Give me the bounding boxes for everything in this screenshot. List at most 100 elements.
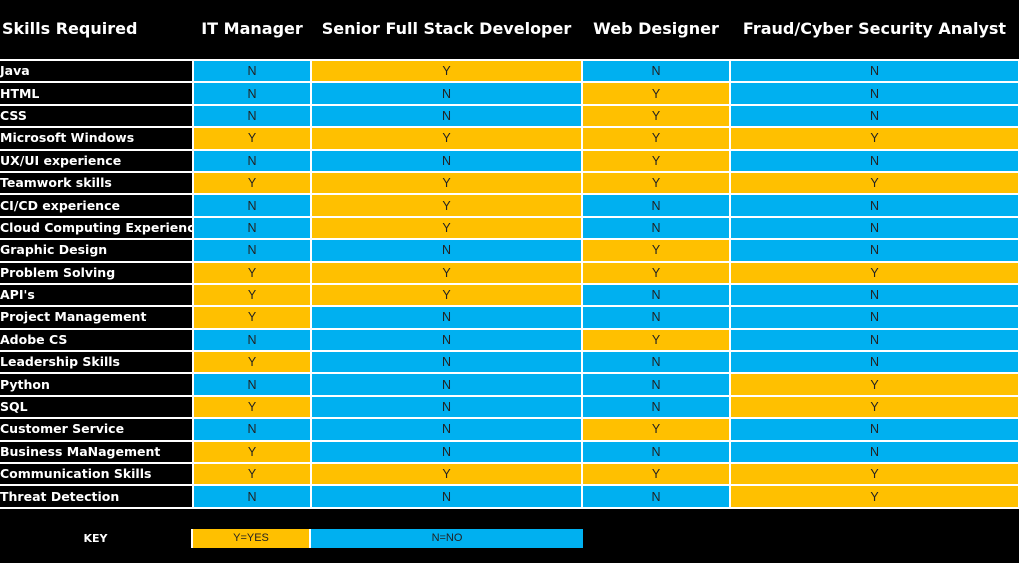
value-cell[interactable]: Y (730, 463, 1019, 487)
value-cell[interactable]: N (311, 82, 583, 106)
skill-label-cell[interactable]: Communication Skills (0, 463, 194, 487)
skill-label-cell[interactable]: CSS (0, 104, 194, 129)
value-cell[interactable]: N (582, 216, 731, 241)
value-cell[interactable]: N (582, 351, 731, 375)
skill-label-cell[interactable]: Graphic Design (0, 239, 194, 263)
value-cell[interactable]: Y (311, 463, 583, 487)
header-it-manager[interactable]: IT Manager (201, 19, 303, 38)
value-cell[interactable]: Y (730, 395, 1019, 420)
value-cell[interactable]: Y (582, 328, 731, 353)
value-cell[interactable]: Y (311, 216, 583, 241)
value-cell[interactable]: N (730, 239, 1019, 263)
value-cell[interactable]: Y (730, 171, 1019, 196)
value-cell[interactable]: Y (730, 127, 1019, 151)
value-cell[interactable]: N (730, 149, 1019, 173)
value-cell[interactable]: Y (193, 395, 312, 420)
value-cell[interactable]: N (193, 216, 312, 241)
value-cell[interactable]: Y (193, 440, 312, 465)
value-cell[interactable]: Y (582, 171, 731, 196)
skill-label-cell[interactable]: Python (0, 373, 194, 397)
value-cell[interactable]: N (730, 58, 1019, 84)
value-cell[interactable]: Y (311, 194, 583, 218)
header-senior-full-stack-developer[interactable]: Senior Full Stack Developer (321, 19, 572, 38)
value-cell[interactable]: N (730, 328, 1019, 353)
value-cell[interactable]: N (582, 440, 731, 465)
value-cell[interactable]: Y (730, 373, 1019, 397)
value-cell[interactable]: Y (193, 261, 312, 285)
value-cell[interactable]: Y (311, 58, 583, 84)
header-skills-required[interactable]: Skills Required (2, 19, 138, 38)
value-cell[interactable]: Y (730, 261, 1019, 285)
value-cell[interactable]: Y (582, 261, 731, 285)
value-cell[interactable]: N (193, 328, 312, 353)
value-cell[interactable]: Y (193, 283, 312, 308)
skill-label-cell[interactable]: Java (0, 58, 194, 84)
header-web-designer[interactable]: Web Designer (593, 19, 719, 38)
value-cell[interactable]: Y (311, 171, 583, 196)
skill-label-cell[interactable]: Customer Service (0, 418, 194, 442)
value-cell[interactable]: N (193, 104, 312, 129)
value-cell[interactable]: Y (582, 418, 731, 442)
value-cell[interactable]: N (582, 194, 731, 218)
value-cell[interactable]: N (582, 395, 731, 420)
value-cell[interactable]: N (730, 351, 1019, 375)
value-cell[interactable]: N (311, 239, 583, 263)
value-cell[interactable]: N (730, 104, 1019, 129)
value-cell[interactable]: N (311, 485, 583, 509)
value-cell[interactable]: Y (582, 463, 731, 487)
value-cell[interactable]: Y (582, 127, 731, 151)
value-cell[interactable]: N (582, 58, 731, 84)
value-cell[interactable]: N (730, 82, 1019, 106)
value-cell[interactable]: Y (193, 463, 312, 487)
value-cell[interactable]: Y (311, 283, 583, 308)
value-cell[interactable]: N (311, 418, 583, 442)
value-cell[interactable]: Y (193, 127, 312, 151)
key-no-cell[interactable]: N=NO (311, 529, 583, 548)
value-cell[interactable]: N (311, 104, 583, 129)
value-cell[interactable]: N (311, 440, 583, 465)
skill-label-cell[interactable]: Project Management (0, 306, 194, 330)
skill-label-cell[interactable]: Cloud Computing Experience (0, 216, 194, 241)
skill-label-cell[interactable]: Problem Solving (0, 261, 194, 285)
value-cell[interactable]: N (193, 58, 312, 84)
value-cell[interactable]: N (193, 485, 312, 509)
value-cell[interactable]: Y (582, 239, 731, 263)
value-cell[interactable]: N (311, 351, 583, 375)
value-cell[interactable]: N (730, 216, 1019, 241)
skill-label-cell[interactable]: Microsoft Windows (0, 127, 194, 151)
value-cell[interactable]: Y (311, 261, 583, 285)
value-cell[interactable]: Y (193, 306, 312, 330)
value-cell[interactable]: N (311, 306, 583, 330)
value-cell[interactable]: N (193, 194, 312, 218)
value-cell[interactable]: N (730, 283, 1019, 308)
value-cell[interactable]: Y (193, 351, 312, 375)
skill-label-cell[interactable]: Teamwork skills (0, 171, 194, 196)
skill-label-cell[interactable]: Adobe CS (0, 328, 194, 353)
value-cell[interactable]: N (193, 82, 312, 106)
value-cell[interactable]: N (311, 149, 583, 173)
value-cell[interactable]: N (311, 328, 583, 353)
skill-label-cell[interactable]: API's (0, 283, 194, 308)
value-cell[interactable]: N (193, 149, 312, 173)
value-cell[interactable]: N (582, 373, 731, 397)
value-cell[interactable]: Y (582, 149, 731, 173)
value-cell[interactable]: N (730, 194, 1019, 218)
value-cell[interactable]: N (193, 373, 312, 397)
value-cell[interactable]: N (730, 418, 1019, 442)
value-cell[interactable]: Y (311, 127, 583, 151)
value-cell[interactable]: N (582, 306, 731, 330)
skill-label-cell[interactable]: Leadership Skills (0, 351, 194, 375)
value-cell[interactable]: N (311, 373, 583, 397)
skill-label-cell[interactable]: SQL (0, 395, 194, 420)
value-cell[interactable]: N (730, 440, 1019, 465)
key-label-cell[interactable]: KEY (0, 529, 193, 548)
value-cell[interactable]: N (193, 239, 312, 263)
skill-label-cell[interactable]: HTML (0, 82, 194, 106)
value-cell[interactable]: N (730, 306, 1019, 330)
header-fraud-cyber-security-analyst[interactable]: Fraud/Cyber Security Analyst (742, 19, 1007, 38)
value-cell[interactable]: Y (582, 82, 731, 106)
value-cell[interactable]: Y (193, 171, 312, 196)
skill-label-cell[interactable]: CI/CD experience (0, 194, 194, 218)
value-cell[interactable]: Y (582, 104, 731, 129)
value-cell[interactable]: N (582, 283, 731, 308)
